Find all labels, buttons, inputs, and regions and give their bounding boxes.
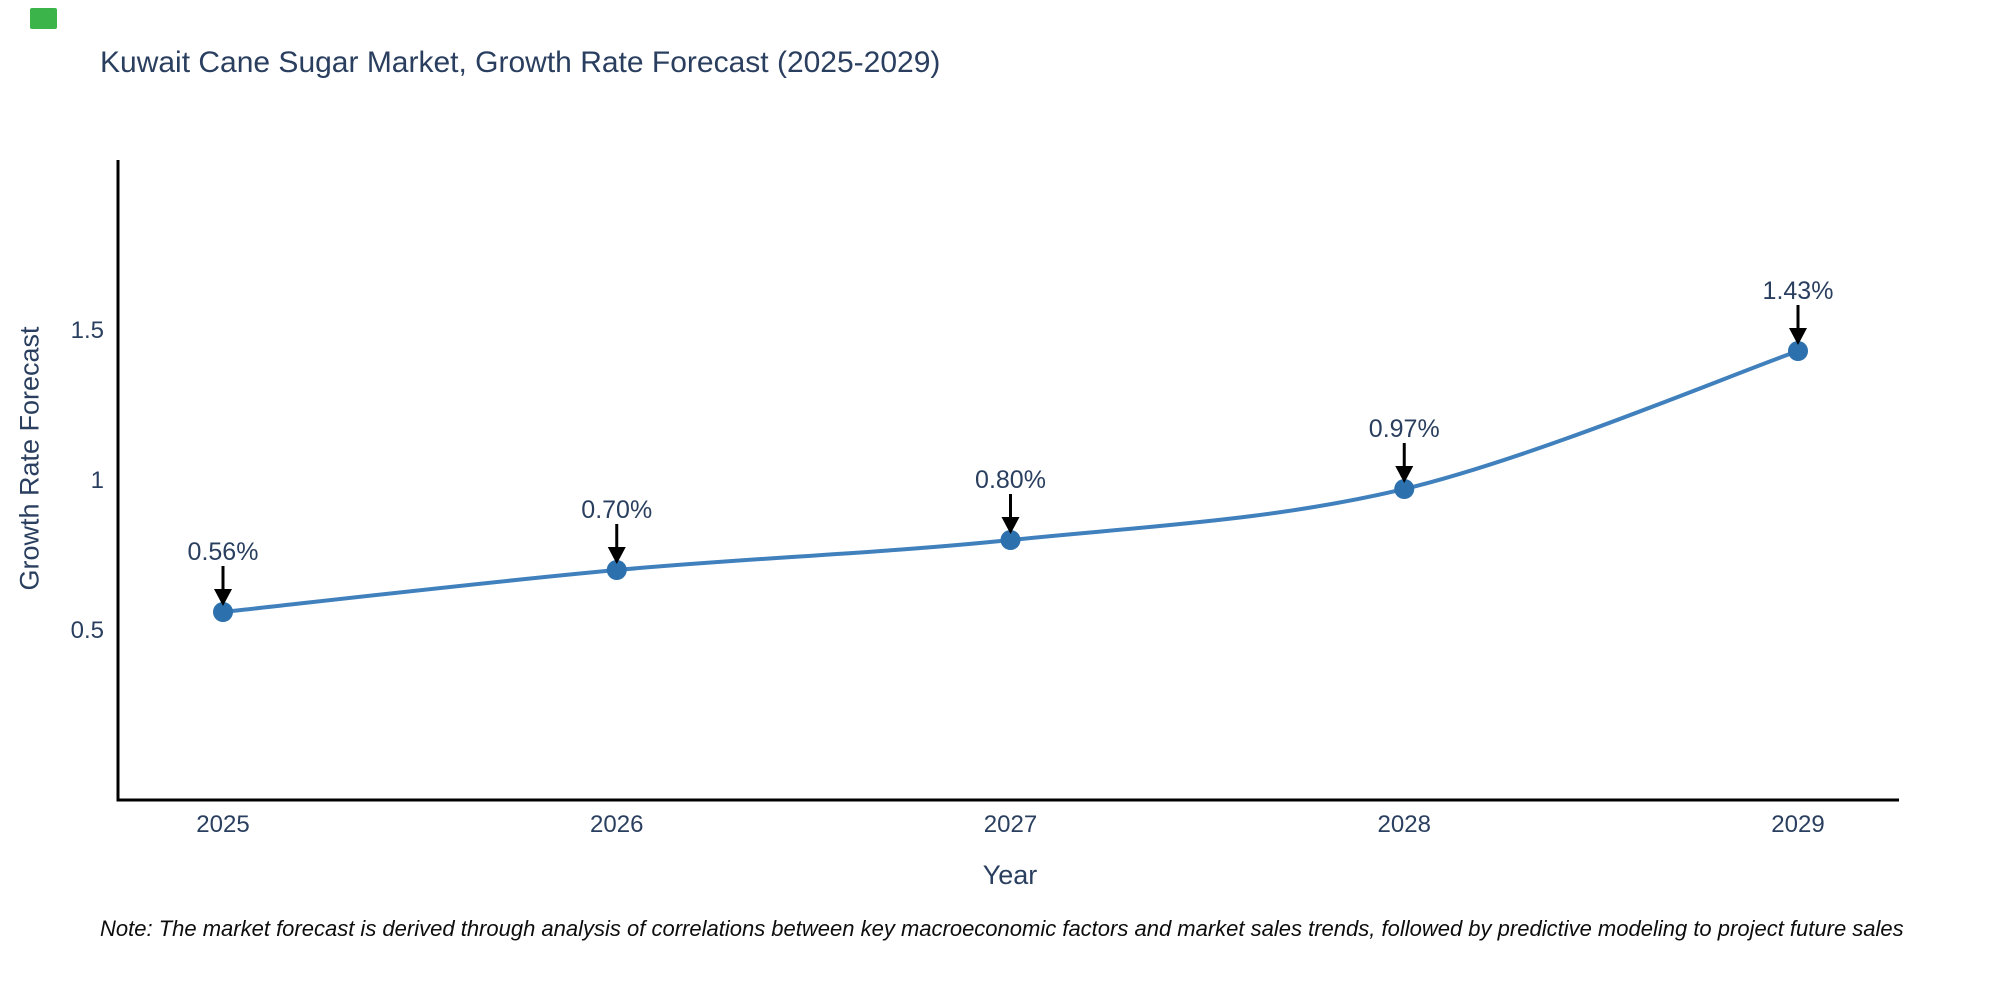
chart-title: Kuwait Cane Sugar Market, Growth Rate Fo…: [100, 46, 941, 79]
axis-lines: [116, 160, 1899, 802]
x-tick-label: 2025: [196, 811, 249, 838]
x-tick-label: 2027: [984, 811, 1037, 838]
annotation-arrowhead: [1001, 517, 1020, 534]
footnote: Note: The market forecast is derived thr…: [100, 916, 1904, 941]
data-point-label: 0.56%: [188, 538, 259, 566]
y-tick-label: 1: [91, 467, 104, 494]
y-tick-label: 0.5: [71, 617, 104, 644]
annotation-arrowhead: [607, 547, 626, 564]
data-point-label: 1.43%: [1763, 277, 1834, 305]
x-axis-title: Year: [982, 860, 1038, 890]
x-tick-label: 2029: [1771, 811, 1824, 838]
data-point-marker: [1788, 341, 1808, 361]
data-point-marker: [1394, 479, 1415, 499]
data-point-label: 0.97%: [1369, 415, 1440, 443]
data-point-marker: [606, 560, 627, 580]
y-axis-title: Growth Rate Forecast: [14, 326, 45, 591]
data-point-label: 0.80%: [975, 466, 1046, 494]
annotation-arrowhead: [1789, 328, 1807, 345]
x-tick-label: 2026: [590, 811, 643, 838]
x-tick-label: 2028: [1378, 811, 1431, 838]
brand-logo-mark: [30, 8, 57, 29]
annotation-arrowhead: [1395, 466, 1414, 483]
data-point-label: 0.70%: [581, 496, 652, 524]
data-point-marker: [1000, 530, 1021, 550]
y-tick-label: 1.5: [71, 317, 104, 344]
annotation-arrowhead: [214, 589, 232, 606]
data-point-marker: [213, 602, 233, 622]
